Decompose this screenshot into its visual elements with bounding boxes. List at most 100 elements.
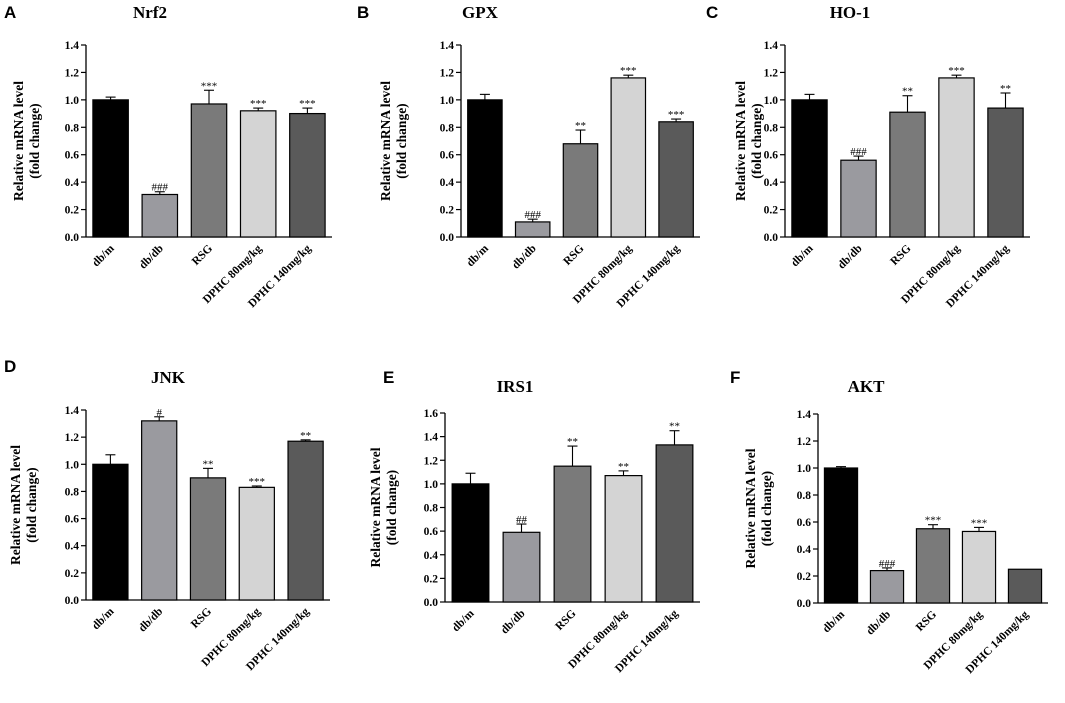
y-tick-label: 0.0 <box>424 597 439 609</box>
chart-panel-c: C HO-1 Relative mRNA level(fold change) 0.0… <box>706 3 1030 310</box>
significance-label: ### <box>524 209 541 221</box>
y-axis-label-line2: (fold change) <box>749 103 764 178</box>
x-tick-label: db/db <box>510 243 539 272</box>
y-tick-label: 1.2 <box>65 67 80 79</box>
x-tick-label: db/db <box>137 243 166 272</box>
significance-label: ** <box>618 461 629 473</box>
panel-letter: F <box>730 368 740 387</box>
significance-label: *** <box>948 65 965 77</box>
y-axis-label-line2: (fold change) <box>27 103 42 178</box>
panel-letter: B <box>357 3 369 22</box>
y-tick-label: 0.4 <box>764 177 779 189</box>
bar <box>938 77 975 238</box>
significance-label: ### <box>879 558 896 570</box>
x-tick-label: RSG <box>561 243 586 268</box>
x-tick-label: db/m <box>90 242 117 269</box>
y-axis-label: Relative mRNA level(fold change) <box>11 81 42 201</box>
y-tick-label: 0.8 <box>65 122 80 134</box>
x-tick-label: RSG <box>189 606 214 631</box>
y-axis-label-line1: Relative mRNA level <box>743 448 758 568</box>
bar <box>1007 568 1043 604</box>
bar <box>287 440 324 601</box>
y-tick-label: 0.6 <box>440 150 455 162</box>
y-axis-label-line1: Relative mRNA level <box>733 81 748 201</box>
y-tick-label: 0.0 <box>764 232 779 244</box>
significance-label: *** <box>249 476 266 488</box>
chart-title: GPX <box>462 3 499 22</box>
y-tick-label: 1.4 <box>65 40 80 52</box>
y-tick-label: 0.6 <box>764 150 779 162</box>
y-tick-label: 1.0 <box>797 463 812 475</box>
y-axis-label-line1: Relative mRNA level <box>378 81 393 201</box>
bar <box>502 531 541 603</box>
y-axis-label-line1: Relative mRNA level <box>11 81 26 201</box>
y-tick-label: 1.4 <box>764 40 779 52</box>
significance-label: ** <box>203 458 214 470</box>
bar <box>189 477 227 601</box>
y-tick-label: 1.4 <box>424 432 439 444</box>
y-axis-label-line2: (fold change) <box>384 470 399 545</box>
significance-label: *** <box>299 98 316 110</box>
x-tick-label: db/db <box>499 608 528 637</box>
bar <box>514 221 551 238</box>
x-tick-label: db/m <box>821 608 848 635</box>
x-tick-label: db/db <box>836 243 865 272</box>
significance-label: ## <box>516 514 528 526</box>
x-tick-label: db/db <box>864 609 893 638</box>
bar <box>823 467 859 604</box>
chart-panel-e: E IRS1 Relative mRNA level(fold change) 0.0… <box>368 368 700 675</box>
y-tick-label: 0.8 <box>764 122 779 134</box>
y-axis-label: Relative mRNA level(fold change) <box>368 447 399 567</box>
y-tick-label: 1.0 <box>424 479 439 491</box>
chart-panel-b: B GPX Relative mRNA level(fold change) 0.0 0… <box>357 3 700 310</box>
y-tick-label: 0.2 <box>424 573 439 585</box>
y-axis-label-line1: Relative mRNA level <box>368 447 383 567</box>
y-axis-label-line2: (fold change) <box>759 471 774 546</box>
x-tick-label: RSG <box>914 609 939 634</box>
bar <box>451 483 490 603</box>
y-tick-label: 1.0 <box>65 459 80 471</box>
bar <box>889 111 926 238</box>
y-tick-label: 1.0 <box>440 95 455 107</box>
y-axis-label-line2: (fold change) <box>24 467 39 542</box>
significance-label: # <box>156 407 162 419</box>
significance-label: *** <box>201 80 218 92</box>
chart-panel-f: F AKT Relative mRNA level(fold change) 0.0 0… <box>730 368 1048 676</box>
significance-label: ** <box>902 86 913 98</box>
bar <box>915 528 951 604</box>
x-tick-label: db/m <box>464 242 491 269</box>
panel-letter: E <box>383 368 394 387</box>
y-axis-label-line2: (fold change) <box>394 103 409 178</box>
y-axis-label: Relative mRNA level(fold change) <box>733 81 764 201</box>
y-tick-label: 0.2 <box>65 205 80 217</box>
y-tick-label: 1.2 <box>440 67 455 79</box>
bar <box>604 475 643 603</box>
x-tick-label: db/m <box>450 607 477 634</box>
x-tick-label: db/m <box>90 605 117 632</box>
y-axis-label: Relative mRNA level(fold change) <box>378 81 409 201</box>
bar <box>961 530 997 604</box>
bar <box>238 486 275 601</box>
panel-letter: C <box>706 3 718 22</box>
y-tick-label: 1.0 <box>764 95 779 107</box>
significance-label: *** <box>668 109 685 121</box>
y-tick-label: 0.8 <box>65 486 80 498</box>
bar <box>467 99 503 238</box>
chart-title: IRS1 <box>497 377 534 396</box>
bar <box>562 143 599 238</box>
y-tick-label: 1.2 <box>797 436 812 448</box>
y-tick-label: 0.4 <box>65 177 80 189</box>
significance-label: *** <box>925 515 942 527</box>
y-axis-label: Relative mRNA level(fold change) <box>8 445 39 565</box>
y-tick-label: 0.8 <box>797 490 812 502</box>
significance-label: ### <box>850 146 867 158</box>
x-tick-label: db/db <box>136 606 165 635</box>
bar <box>869 569 905 604</box>
chart-title: JNK <box>151 368 186 387</box>
significance-label: ** <box>669 421 680 433</box>
bar <box>141 193 179 238</box>
y-tick-label: 0.2 <box>797 571 812 583</box>
bar <box>658 121 694 238</box>
y-tick-label: 1.2 <box>764 67 779 79</box>
significance-label: ### <box>152 182 169 194</box>
